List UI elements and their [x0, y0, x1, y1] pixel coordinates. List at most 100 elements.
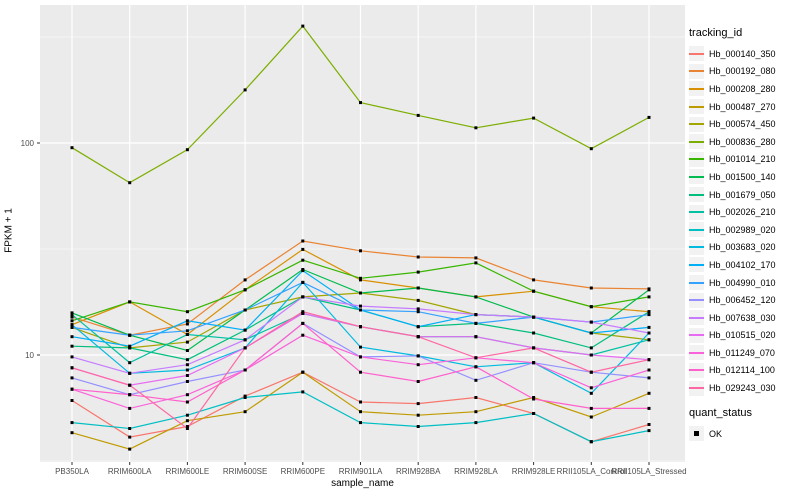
- legend-key: [689, 116, 704, 132]
- legend-line-swatch-icon: [689, 369, 704, 372]
- data-point: [532, 289, 536, 293]
- data-point: [416, 354, 420, 358]
- x-tick-label: RRIM600LA: [108, 467, 152, 476]
- x-tick-label: RRIM600SE: [223, 467, 267, 476]
- data-point: [359, 308, 362, 312]
- data-point: [416, 113, 420, 117]
- data-point: [243, 278, 247, 282]
- data-point: [301, 269, 305, 273]
- legend-line-swatch-icon: [689, 281, 704, 284]
- x-tick-label: RRIM901LA: [339, 467, 383, 476]
- data-point: [474, 256, 478, 260]
- y-tick-labels: 100 10: [21, 139, 35, 360]
- data-point: [589, 391, 593, 395]
- data-point: [128, 346, 132, 350]
- legend-item-Hb_001014_210: Hb_001014_210: [689, 151, 799, 169]
- data-point: [70, 315, 74, 319]
- data-point: [647, 391, 651, 395]
- data-point: [301, 24, 305, 28]
- legend-item-Hb_000487_270: Hb_000487_270: [689, 98, 799, 116]
- legend-item-label: Hb_001679_050: [709, 189, 776, 200]
- legend-line-swatch-icon: [689, 105, 704, 108]
- x-tick-label: RRII105LA_Stressed: [611, 467, 686, 476]
- data-point: [647, 295, 651, 299]
- data-point: [70, 376, 74, 380]
- data-point: [359, 370, 362, 374]
- legend-key: [689, 81, 704, 97]
- legend-line-swatch-icon: [689, 299, 704, 302]
- data-point: [416, 402, 420, 406]
- data-point: [185, 380, 189, 383]
- legend-item-Hb_001500_140: Hb_001500_140: [689, 168, 799, 186]
- data-point: [416, 363, 420, 367]
- data-point: [532, 116, 536, 120]
- data-point: [70, 146, 74, 150]
- legend-item-label: Hb_004102_170: [709, 259, 776, 270]
- legend-line-swatch-icon: [689, 211, 704, 214]
- data-point: [647, 338, 651, 342]
- data-point: [532, 346, 536, 350]
- data-point: [301, 280, 305, 284]
- data-point: [589, 386, 593, 390]
- legend-item-label: Hb_000574_450: [709, 119, 776, 130]
- legend-item-label: Hb_002026_210: [709, 207, 776, 218]
- legend-item-Hb_006452_120: Hb_006452_120: [689, 291, 799, 309]
- data-point: [359, 325, 362, 329]
- legend-title-tracking-id: tracking_id: [689, 27, 743, 39]
- legend-line-swatch-icon: [689, 175, 704, 178]
- data-point: [185, 413, 189, 417]
- legend-item-label: Hb_002989_020: [709, 224, 776, 235]
- legend-item-Hb_002989_020: Hb_002989_020: [689, 221, 799, 239]
- data-point: [647, 376, 651, 380]
- data-point: [128, 333, 132, 337]
- legend-key: [689, 292, 704, 308]
- legend: tracking_id Hb_000140_350 Hb_000192_080 Hb…: [689, 27, 799, 442]
- data-point: [185, 340, 189, 344]
- legend-line-swatch-icon: [689, 193, 704, 196]
- legend-key: [689, 204, 704, 220]
- legend-item-label: Hb_001500_140: [709, 171, 776, 182]
- data-point: [128, 361, 132, 365]
- legend-key: [689, 310, 704, 326]
- data-point: [647, 313, 651, 317]
- legend-line-swatch-icon: [689, 316, 704, 319]
- legend-item-label: Hb_029243_030: [709, 383, 776, 394]
- legend-line-swatch-icon: [689, 387, 704, 390]
- legend-line-swatch-icon: [689, 70, 704, 73]
- data-point: [243, 328, 247, 332]
- data-point: [301, 258, 305, 262]
- x-tick-labels: PB350LA RRIM600LA RRIM600LE RRIM600SE RRIM60…: [55, 467, 686, 476]
- data-point: [70, 313, 74, 317]
- data-point: [589, 440, 593, 444]
- data-point: [474, 126, 478, 130]
- legend-item-Hb_000836_280: Hb_000836_280: [689, 133, 799, 151]
- data-point: [243, 368, 247, 372]
- data-point: [185, 374, 189, 377]
- legend-item-Hb_012114_100: Hb_012114_100: [689, 362, 799, 380]
- legend-key: [689, 426, 704, 442]
- legend-line-swatch-icon: [689, 228, 704, 231]
- data-point: [301, 295, 305, 299]
- data-point: [243, 88, 247, 92]
- data-point: [589, 406, 593, 410]
- data-point: [647, 423, 651, 426]
- legend-item-label: Hb_010515_020: [709, 330, 776, 341]
- legend-item-Hb_004102_170: Hb_004102_170: [689, 256, 799, 274]
- data-point: [416, 413, 420, 417]
- legend-line-swatch-icon: [689, 334, 704, 337]
- data-point: [70, 335, 74, 339]
- data-point: [301, 312, 305, 315]
- legend-key: [689, 222, 704, 238]
- legend-item-label: Hb_001014_210: [709, 154, 776, 165]
- legend-line-swatch-icon: [689, 140, 704, 143]
- data-point: [359, 304, 362, 308]
- legend-item-Hb_007638_030: Hb_007638_030: [689, 309, 799, 327]
- data-point: [647, 331, 651, 335]
- data-point: [359, 400, 362, 404]
- legend-item-label: Hb_000140_350: [709, 48, 776, 59]
- data-point: [416, 298, 420, 302]
- data-point: [70, 344, 74, 348]
- data-point: [647, 310, 651, 314]
- legend-line-swatch-icon: [689, 87, 704, 90]
